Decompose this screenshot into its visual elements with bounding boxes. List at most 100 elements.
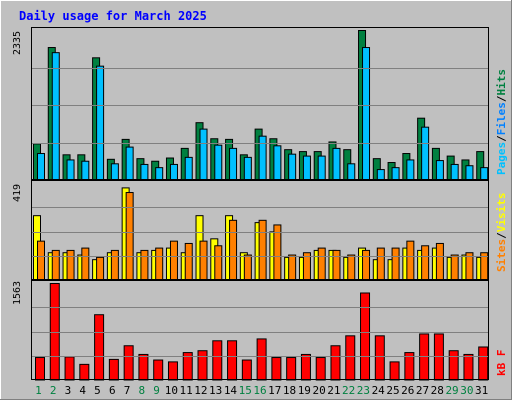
bar-middle-sites-day-14 — [229, 219, 238, 281]
bar-bottom-kb-f-day-12 — [197, 350, 208, 381]
bar-middle-sites-day-1 — [37, 240, 45, 281]
day-labels: 1 2 3 4 5 6 7 8 9 10 11 12 13 14 15 16 17 18 19 20 21 22 23 24 2… — [35, 384, 488, 397]
day-label-3: 3 — [65, 384, 72, 397]
bar-bottom-kb-f-day-4 — [79, 363, 90, 381]
bar-bottom-kb-f-day-13 — [212, 340, 223, 381]
panel-borders — [31, 27, 489, 380]
bars-layer — [33, 30, 489, 381]
bar-top-files-day-9 — [155, 167, 164, 181]
bar-middle-sites-day-23 — [362, 249, 371, 281]
legend-kbytes: kB F — [495, 350, 508, 377]
day-label-24: 24 — [372, 384, 386, 397]
day-label-17: 17 — [268, 384, 281, 397]
bar-bottom-kb-f-day-22 — [345, 335, 356, 381]
bar-top-files-day-10 — [169, 163, 178, 181]
bar-top-files-day-27 — [421, 126, 430, 181]
day-label-27: 27 — [416, 384, 429, 397]
day-label-18: 18 — [283, 384, 296, 397]
bar-top-files-day-28 — [435, 160, 444, 181]
bar-middle-sites-day-6 — [110, 249, 119, 281]
panel-border-middle — [31, 180, 489, 280]
bar-top-files-day-1 — [37, 153, 45, 181]
bar-top-files-day-12 — [199, 128, 208, 181]
day-label-10: 10 — [165, 384, 178, 397]
panel-border-top — [31, 27, 489, 180]
legend-pages: Pages — [495, 142, 508, 175]
bar-middle-sites-day-24 — [376, 247, 385, 281]
day-label-7: 7 — [124, 384, 131, 397]
bar-top-files-day-23 — [362, 47, 371, 181]
bar-middle-sites-day-16 — [258, 219, 267, 281]
bar-middle-sites-day-3 — [66, 249, 75, 281]
bar-middle-sites-day-9 — [155, 247, 164, 281]
day-label-14: 14 — [224, 384, 238, 397]
bar-middle-sites-day-17 — [273, 224, 282, 281]
bar-bottom-kb-f-day-6 — [108, 358, 119, 381]
day-label-28: 28 — [431, 384, 444, 397]
bar-bottom-kb-f-day-8 — [138, 353, 149, 381]
bar-bottom-kb-f-day-10 — [167, 361, 178, 381]
legend-middle: Sites/Visits — [495, 193, 508, 273]
y-max-label-middle: 419 — [12, 184, 23, 202]
bar-middle-sites-day-8 — [140, 249, 149, 281]
day-label-11: 11 — [180, 384, 193, 397]
bar-bottom-kb-f-day-3 — [64, 356, 75, 381]
bar-middle-sites-day-12 — [199, 240, 208, 281]
bar-top-files-day-18 — [288, 153, 297, 181]
bar-middle-sites-day-18 — [288, 254, 297, 281]
bar-middle-sites-day-27 — [421, 245, 430, 281]
bar-top-files-day-14 — [229, 147, 238, 181]
bar-bottom-kb-f-day-30 — [463, 353, 474, 381]
legend-top: Pages/Files/Hits — [495, 69, 508, 175]
legend-visits: Visits — [495, 193, 508, 233]
day-label-31: 31 — [475, 384, 488, 397]
day-label-4: 4 — [79, 384, 86, 397]
day-label-1: 1 — [35, 384, 42, 397]
bar-middle-sites-day-13 — [214, 245, 223, 281]
bar-top-files-day-19 — [302, 155, 311, 181]
bar-middle-sites-day-29 — [450, 254, 459, 281]
legend-sites: Sites — [495, 239, 508, 272]
bar-bottom-kb-f-day-24 — [374, 335, 385, 381]
day-label-13: 13 — [209, 384, 222, 397]
day-label-19: 19 — [298, 384, 311, 397]
bar-bottom-kb-f-day-31 — [478, 346, 489, 381]
bar-top-files-day-2 — [51, 52, 60, 181]
bar-top-files-day-5 — [96, 65, 105, 181]
bar-bottom-kb-f-day-21 — [330, 345, 341, 381]
bar-middle-sites-day-11 — [184, 242, 193, 281]
bar-top-files-day-6 — [110, 163, 119, 181]
bar-top-files-day-13 — [214, 144, 223, 181]
bar-middle-sites-day-5 — [96, 256, 105, 281]
bar-middle-sites-day-22 — [347, 254, 356, 281]
bar-middle-sites-day-20 — [317, 247, 326, 281]
gridlines-layer — [31, 68, 489, 357]
bar-bottom-kb-f-day-18 — [286, 357, 297, 381]
bar-bottom-kb-f-day-16 — [256, 338, 267, 381]
bar-bottom-kb-f-day-29 — [448, 350, 459, 381]
y-max-label-bottom: 1563 — [12, 281, 23, 305]
day-label-26: 26 — [401, 384, 414, 397]
bar-top-files-day-30 — [465, 165, 474, 181]
day-label-22: 22 — [342, 384, 355, 397]
bar-bottom-kb-f-day-19 — [300, 353, 311, 381]
day-label-6: 6 — [109, 384, 116, 397]
bar-middle-sites-day-7 — [125, 192, 134, 281]
bar-top-files-day-8 — [140, 163, 149, 181]
bar-middle-sites-day-25 — [391, 247, 400, 281]
day-label-15: 15 — [239, 384, 252, 397]
chart-title: Daily usage for March 2025 — [19, 9, 207, 23]
legend-sep-3: / — [495, 232, 508, 239]
bar-bottom-kb-f-day-9 — [153, 359, 164, 381]
bar-top-files-day-11 — [184, 156, 193, 181]
bar-top-files-day-15 — [243, 156, 252, 181]
bar-bottom-kb-f-day-15 — [241, 359, 252, 381]
bar-top-files-day-29 — [450, 163, 459, 181]
bar-middle-sites-day-10 — [169, 240, 178, 281]
day-label-12: 12 — [194, 384, 207, 397]
bar-bottom-kb-f-day-20 — [315, 357, 326, 381]
day-label-9: 9 — [153, 384, 160, 397]
bar-top-files-day-7 — [125, 146, 134, 181]
bar-bottom-kb-f-day-25 — [389, 361, 400, 381]
